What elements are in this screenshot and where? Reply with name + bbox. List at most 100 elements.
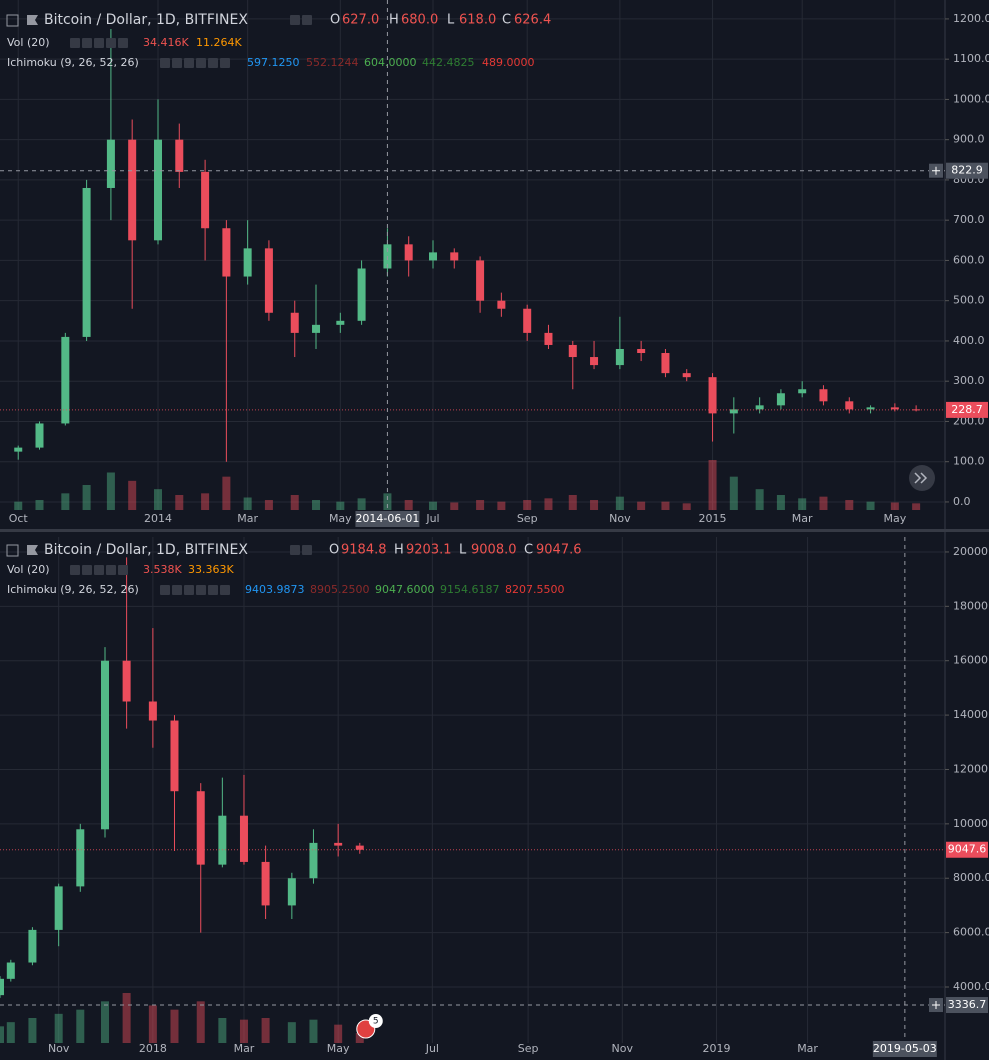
scroll-button[interactable] <box>909 465 935 491</box>
volume-bar <box>290 495 299 510</box>
x-tick-label: 2018 <box>139 1042 167 1055</box>
legend-icon[interactable] <box>160 58 170 68</box>
legend-icon[interactable] <box>172 585 182 595</box>
y-tick-label: 12000.0 <box>953 762 989 775</box>
ohlc-value: 618.0 <box>459 13 496 28</box>
indicator-value: 489.0000 <box>482 56 535 69</box>
y-tick-label: 0.0 <box>953 495 971 508</box>
legend-icon[interactable] <box>302 15 312 25</box>
event-badge[interactable] <box>368 1014 383 1028</box>
legend-icon[interactable] <box>70 38 80 48</box>
legend-icon[interactable] <box>208 585 218 595</box>
volume-bar <box>355 1033 364 1043</box>
legend-icon[interactable] <box>118 565 128 575</box>
ohlc-letter: H <box>394 543 404 558</box>
legend-icon[interactable] <box>94 38 104 48</box>
candle-body <box>175 139 184 172</box>
volume-bar <box>239 1019 248 1043</box>
legend-icon[interactable] <box>196 58 206 68</box>
crosshair-x-label: 2019-05-03 <box>873 1042 937 1055</box>
x-tick-label: May <box>883 512 906 525</box>
collapse-icon[interactable] <box>6 14 19 27</box>
candle-body <box>708 377 717 414</box>
indicator-label[interactable]: Ichimoku (9, 26, 52, 26) <box>7 56 139 69</box>
crosshair-x-label: 2014-06-01 <box>355 512 419 525</box>
legend-icon[interactable] <box>118 38 128 48</box>
legend-icon[interactable] <box>220 58 230 68</box>
candle-body <box>61 336 70 424</box>
volume-bar <box>590 500 599 510</box>
legend-icon[interactable] <box>220 585 230 595</box>
ohlc-value: 627.0 <box>342 13 379 28</box>
legend-icon[interactable] <box>82 565 92 575</box>
event-badge-count[interactable]: 5 <box>373 1017 379 1027</box>
indicator-value: 8905.2500 <box>310 583 370 596</box>
legend-icon[interactable] <box>208 58 218 68</box>
legend-icon[interactable] <box>160 585 170 595</box>
volume-bar <box>428 501 437 510</box>
candle-body <box>776 393 785 406</box>
candle-body <box>866 407 875 410</box>
candle-body <box>6 962 15 979</box>
candle-body <box>154 139 163 241</box>
crosshair-plus[interactable] <box>932 1001 940 1010</box>
ohlc-letter: C <box>524 543 533 558</box>
y-tick-label: 300.0 <box>953 374 985 387</box>
legend-icon[interactable] <box>184 58 194 68</box>
legend-icon[interactable] <box>196 585 206 595</box>
volume-label[interactable]: Vol (20) <box>7 36 50 49</box>
crosshair-x-box <box>355 511 420 527</box>
indicator-value: 604.0000 <box>364 56 417 69</box>
y-tick-label: 900.0 <box>953 133 985 146</box>
chart-title[interactable]: Bitcoin / Dollar, 1D, BITFINEX <box>44 12 248 28</box>
scroll-circle[interactable] <box>909 465 935 491</box>
candle-body <box>0 978 4 996</box>
y-tick-label: 4000.0 <box>953 980 989 993</box>
x-tick-label: Nov <box>609 512 631 525</box>
crosshair-plus[interactable] <box>932 166 940 175</box>
chart-title[interactable]: Bitcoin / Dollar, 1D, BITFINEX <box>44 542 248 558</box>
legend-icon[interactable] <box>70 565 80 575</box>
candle-body <box>196 791 205 865</box>
volume-bar <box>334 1024 343 1043</box>
volume-bar <box>755 489 764 510</box>
legend-icon[interactable] <box>184 585 194 595</box>
volume-bar <box>148 1005 157 1043</box>
volume-bar <box>357 498 366 510</box>
indicator-value: 552.1244 <box>306 56 359 69</box>
volume-bar <box>798 498 807 510</box>
indicator-label[interactable]: Ichimoku (9, 26, 52, 26) <box>7 583 139 596</box>
volume-bar <box>243 497 252 510</box>
candle-body <box>239 815 248 862</box>
collapse-icon[interactable] <box>6 544 19 557</box>
indicator-value: 597.1250 <box>247 56 300 69</box>
y-tick-label: 1100.0 <box>953 52 989 65</box>
legend-icon[interactable] <box>94 565 104 575</box>
volume-bar <box>404 500 413 510</box>
volume-label[interactable]: Vol (20) <box>7 563 50 576</box>
volume-value: 33.363K <box>188 563 234 576</box>
legend-icon[interactable] <box>290 15 300 25</box>
volume-bar <box>106 472 115 510</box>
volume-bar <box>287 1022 296 1043</box>
volume-bar <box>309 1019 318 1043</box>
legend-icon[interactable] <box>82 38 92 48</box>
y-tick-label: 20000.0 <box>953 545 989 558</box>
last-price-box <box>946 401 988 418</box>
candle-body <box>355 845 364 850</box>
legend-icon[interactable] <box>172 58 182 68</box>
legend-icon[interactable] <box>302 545 312 555</box>
volume-bar <box>82 485 91 510</box>
scroll-icon[interactable] <box>914 472 928 484</box>
ohlc-value: 626.4 <box>514 13 551 28</box>
candle-body <box>28 929 37 963</box>
legend-icon[interactable] <box>106 38 116 48</box>
x-tick-label: Mar <box>234 1042 255 1055</box>
legend-icon[interactable] <box>106 565 116 575</box>
legend-icon[interactable] <box>290 545 300 555</box>
ohlc-value: 9008.0 <box>471 543 517 558</box>
candle-body <box>243 248 252 277</box>
ohlc-letter: O <box>329 543 339 558</box>
y-tick-label: 600.0 <box>953 253 985 266</box>
